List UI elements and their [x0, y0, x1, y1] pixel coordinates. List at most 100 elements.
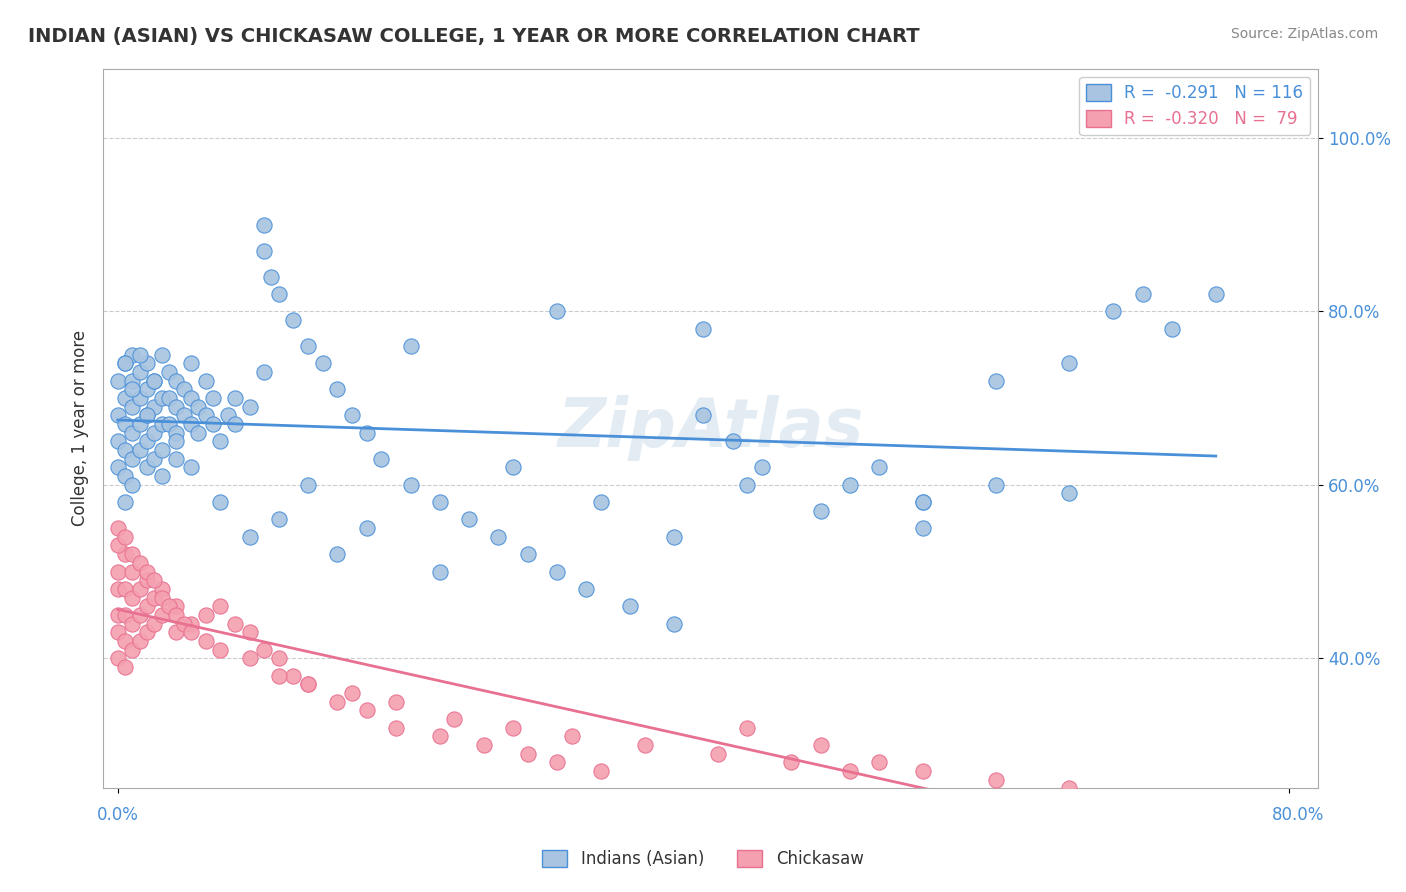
Point	[128, 443, 150, 458]
Text: INDIAN (ASIAN) VS CHICKASAW COLLEGE, 1 YEAR OR MORE CORRELATION CHART: INDIAN (ASIAN) VS CHICKASAW COLLEGE, 1 Y…	[28, 27, 920, 45]
Point	[136, 409, 159, 423]
Point	[737, 477, 759, 491]
Point	[165, 434, 187, 449]
Point	[128, 556, 150, 570]
Point	[1102, 304, 1125, 318]
Point	[209, 642, 232, 657]
Point	[217, 409, 239, 423]
Point	[662, 530, 685, 544]
Point	[399, 477, 422, 491]
Point	[662, 616, 685, 631]
Point	[165, 400, 187, 414]
Point	[173, 616, 195, 631]
Point	[780, 756, 803, 770]
Point	[128, 417, 150, 431]
Point	[326, 695, 349, 709]
Point	[868, 756, 890, 770]
Point	[107, 374, 129, 388]
Point	[297, 677, 319, 691]
Point	[121, 348, 143, 362]
Point	[253, 244, 276, 258]
Point	[121, 565, 143, 579]
Point	[107, 565, 129, 579]
Point	[238, 651, 260, 665]
Point	[121, 591, 143, 605]
Point	[114, 469, 136, 483]
Point	[516, 547, 538, 561]
Point	[194, 607, 217, 622]
Point	[326, 547, 349, 561]
Point	[340, 686, 363, 700]
Point	[187, 400, 209, 414]
Point	[224, 616, 246, 631]
Point	[114, 607, 136, 622]
Point	[136, 599, 159, 614]
Point	[911, 521, 934, 535]
Point	[121, 383, 143, 397]
Point	[297, 477, 319, 491]
Point	[751, 460, 773, 475]
Point	[838, 824, 860, 838]
Point	[838, 477, 860, 491]
Point	[546, 756, 568, 770]
Point	[1059, 781, 1081, 796]
Point	[619, 599, 641, 614]
Point	[589, 495, 612, 509]
Point	[114, 660, 136, 674]
Point	[810, 738, 832, 752]
Point	[107, 582, 129, 596]
Point	[143, 451, 166, 466]
Point	[911, 764, 934, 778]
Point	[194, 633, 217, 648]
Point	[283, 313, 305, 327]
Point	[634, 738, 657, 752]
Point	[114, 417, 136, 431]
Point	[114, 495, 136, 509]
Point	[260, 269, 283, 284]
Point	[165, 451, 187, 466]
Text: Source: ZipAtlas.com: Source: ZipAtlas.com	[1230, 27, 1378, 41]
Point	[143, 591, 166, 605]
Point	[107, 607, 129, 622]
Point	[165, 607, 187, 622]
Y-axis label: College, 1 year or more: College, 1 year or more	[72, 330, 89, 526]
Point	[385, 721, 408, 735]
Point	[157, 391, 180, 405]
Point	[502, 721, 524, 735]
Point	[114, 582, 136, 596]
Point	[201, 417, 224, 431]
Point	[157, 599, 180, 614]
Point	[165, 374, 187, 388]
Point	[173, 383, 195, 397]
Point	[114, 443, 136, 458]
Point	[136, 625, 159, 640]
Point	[136, 383, 159, 397]
Point	[165, 599, 187, 614]
Point	[312, 356, 335, 370]
Point	[986, 374, 1008, 388]
Point	[297, 339, 319, 353]
Point	[150, 469, 173, 483]
Point	[150, 417, 173, 431]
Point	[911, 495, 934, 509]
Point	[107, 409, 129, 423]
Point	[911, 495, 934, 509]
Point	[458, 512, 481, 526]
Point	[224, 417, 246, 431]
Point	[121, 547, 143, 561]
Point	[143, 374, 166, 388]
Point	[810, 504, 832, 518]
Point	[150, 443, 173, 458]
Point	[253, 218, 276, 232]
Text: ZipAtlas: ZipAtlas	[558, 395, 863, 461]
Point	[121, 425, 143, 440]
Point	[1132, 287, 1154, 301]
Point	[1132, 789, 1154, 804]
Point	[267, 512, 290, 526]
Point	[150, 582, 173, 596]
Point	[253, 365, 276, 379]
Point	[429, 495, 451, 509]
Point	[128, 607, 150, 622]
Point	[180, 391, 202, 405]
Point	[267, 287, 290, 301]
